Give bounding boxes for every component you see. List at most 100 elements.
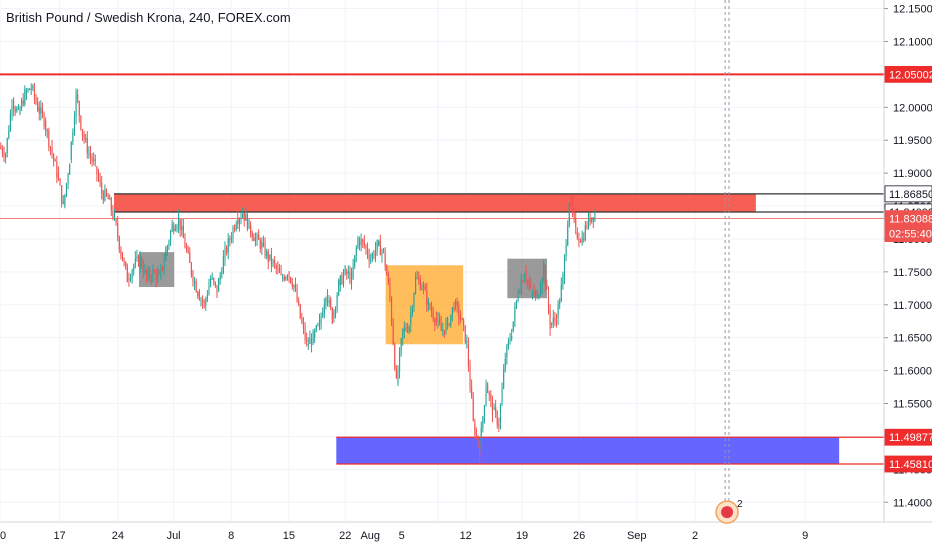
candle-body bbox=[277, 267, 279, 269]
candle-body bbox=[355, 247, 357, 256]
candle-body bbox=[551, 323, 553, 325]
candle-body bbox=[544, 265, 546, 285]
candle-body bbox=[115, 219, 117, 224]
candle-body bbox=[105, 189, 108, 196]
candle-body bbox=[358, 238, 361, 246]
candle-body bbox=[56, 161, 58, 178]
candle-body bbox=[594, 212, 596, 221]
candle-body bbox=[539, 287, 542, 296]
candle-body bbox=[91, 157, 93, 162]
candle-body bbox=[182, 225, 184, 239]
y-tick-label: 11.55000 bbox=[893, 399, 932, 411]
y-tick-label: 12.10000 bbox=[893, 36, 932, 48]
candle-body bbox=[194, 281, 196, 283]
candle-body bbox=[57, 173, 60, 180]
resistance-zone bbox=[114, 193, 756, 212]
candle-body bbox=[374, 249, 377, 257]
candle-body bbox=[19, 108, 21, 114]
candle-body bbox=[342, 274, 345, 285]
candle-body bbox=[552, 317, 554, 324]
candle-body bbox=[431, 308, 433, 313]
candle-body bbox=[29, 88, 31, 90]
candle-body bbox=[559, 301, 561, 305]
candle-body bbox=[216, 284, 218, 295]
candle-body bbox=[238, 219, 240, 225]
candle-body bbox=[346, 271, 348, 274]
candle-body bbox=[226, 247, 228, 253]
candle-body bbox=[455, 301, 457, 305]
candle-body bbox=[312, 331, 314, 345]
candle-body bbox=[141, 258, 143, 267]
candle-body bbox=[35, 97, 37, 104]
candle-body bbox=[579, 240, 582, 243]
candle-body bbox=[352, 266, 354, 279]
candle-body bbox=[3, 153, 5, 158]
candle-body bbox=[298, 301, 300, 305]
x-tick-label: 5 bbox=[399, 530, 405, 542]
candle-body bbox=[440, 323, 442, 331]
price-tag: 12.05002 bbox=[884, 65, 932, 83]
candle-body bbox=[419, 280, 421, 290]
candle-body bbox=[9, 113, 11, 131]
candle-body bbox=[286, 276, 289, 278]
candle-body bbox=[482, 417, 484, 428]
candle-body bbox=[270, 254, 273, 265]
candle-body bbox=[161, 266, 164, 269]
candle-body bbox=[229, 238, 231, 241]
candle-body bbox=[93, 159, 95, 162]
candle-body bbox=[163, 260, 165, 269]
candle-body bbox=[506, 345, 508, 358]
candle-body bbox=[491, 399, 494, 416]
candle-body bbox=[365, 245, 367, 248]
x-tick-label: 22 bbox=[339, 530, 351, 542]
candle-body bbox=[318, 319, 321, 324]
candle-body bbox=[447, 318, 449, 323]
candle-body bbox=[283, 277, 285, 280]
candle-body bbox=[386, 266, 388, 276]
candle-body bbox=[501, 388, 503, 406]
candle-body bbox=[575, 218, 577, 227]
candle-body bbox=[62, 201, 64, 204]
candle-body bbox=[408, 326, 410, 332]
candle-body bbox=[520, 281, 522, 293]
candle-body bbox=[6, 138, 8, 154]
candle-body bbox=[461, 317, 463, 320]
candle-body bbox=[266, 251, 268, 257]
candle-body bbox=[554, 317, 556, 320]
candle-body bbox=[245, 214, 247, 221]
support-zone bbox=[336, 437, 840, 465]
candle-body bbox=[560, 284, 562, 302]
candle-body bbox=[69, 164, 71, 176]
candle-body bbox=[8, 130, 10, 139]
candle-body bbox=[17, 107, 19, 109]
candle-body bbox=[445, 322, 447, 334]
candle-body bbox=[382, 248, 385, 251]
candle-body bbox=[73, 117, 76, 133]
price-tag-bg bbox=[884, 455, 932, 473]
candle-body bbox=[152, 268, 154, 279]
event-badge[interactable]: 2 bbox=[715, 499, 743, 524]
candle-body bbox=[586, 225, 588, 228]
consolidation-box bbox=[385, 265, 464, 345]
candle-body bbox=[155, 272, 157, 280]
candle-body bbox=[437, 318, 439, 322]
candle-body bbox=[197, 292, 199, 297]
candle-body bbox=[498, 424, 500, 427]
candle-body bbox=[272, 260, 274, 265]
candle-body bbox=[400, 338, 402, 352]
candle-body bbox=[258, 234, 260, 241]
candle-body bbox=[145, 269, 148, 278]
candle-body bbox=[40, 107, 42, 114]
candle-body bbox=[429, 304, 431, 309]
candle-body bbox=[322, 313, 324, 317]
candle-body bbox=[65, 183, 68, 195]
candle-body bbox=[112, 210, 114, 218]
candle-body bbox=[512, 321, 514, 332]
candle-body bbox=[198, 291, 200, 300]
candle-body bbox=[415, 276, 417, 294]
y-tick-label: 12.15000 bbox=[893, 4, 932, 16]
candle-body bbox=[280, 272, 282, 275]
candle-body bbox=[533, 291, 535, 296]
